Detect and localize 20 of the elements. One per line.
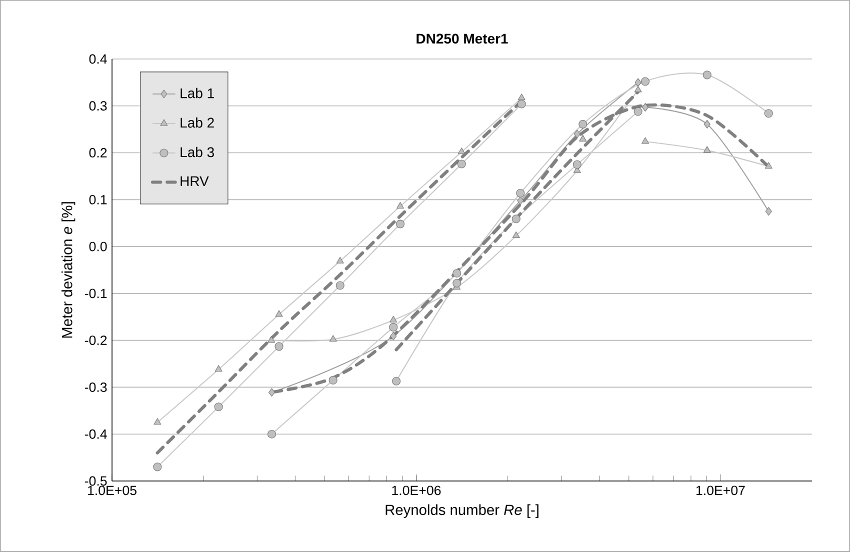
y-tick-label: 0.2 (89, 148, 107, 158)
y-tick-label: 0.0 (89, 242, 107, 252)
x-tick-label: 1.0E+05 (88, 486, 136, 496)
x-tick-label: 1.0E+07 (696, 486, 745, 496)
y-tick-label: -0.5 (84, 476, 107, 486)
y-tick-label: 0.4 (89, 54, 107, 64)
x-axis-title: Reynolds number Re [-] (386, 504, 538, 518)
y-tick-label: -0.3 (84, 382, 107, 392)
y-tick-label: 0.1 (89, 194, 107, 204)
legend-label: Lab 3 (180, 146, 214, 158)
x-tick-label: 1.0E+06 (392, 486, 441, 496)
y-axis-title: Meter deviation e [%] (62, 202, 76, 338)
y-tick-label: -0.2 (84, 336, 107, 346)
legend-label: Lab 1 (180, 88, 214, 98)
legend-label: HRV (180, 176, 209, 186)
chart-title: DN250 Meter1 (416, 34, 508, 44)
y-tick-label: -0.4 (84, 429, 107, 439)
y-tick-label: -0.1 (84, 288, 107, 298)
legend-label: Lab 2 (180, 117, 214, 128)
y-tick-label: 0.3 (89, 101, 107, 111)
